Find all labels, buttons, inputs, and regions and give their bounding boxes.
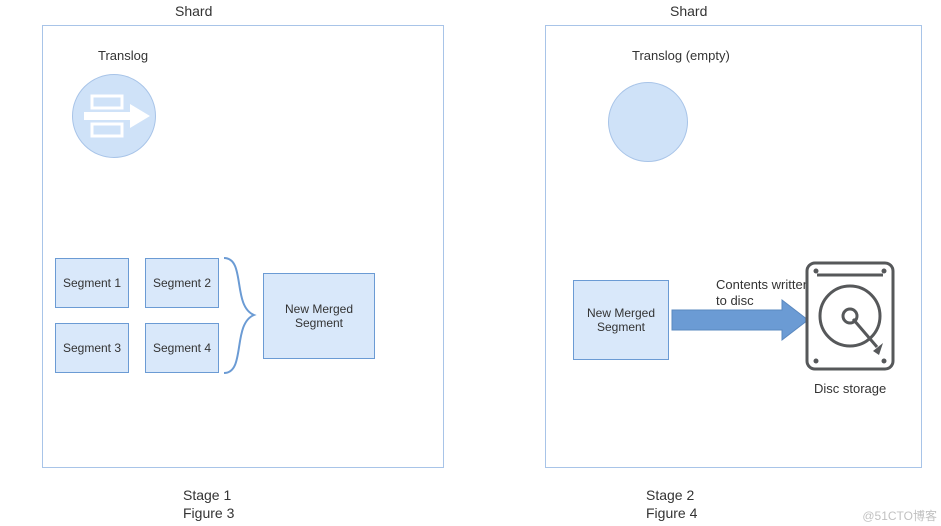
- stage1-caption: Stage 1 Figure 3: [183, 486, 234, 522]
- stage2-shard-box: [545, 25, 922, 468]
- stage2-caption-l2: Figure 4: [646, 505, 697, 521]
- stage2-translog-circle: [608, 82, 688, 162]
- segment-2: Segment 2: [145, 258, 219, 308]
- segment-2-label: Segment 2: [153, 276, 211, 290]
- stage2-caption: Stage 2 Figure 4: [646, 486, 697, 522]
- segment-1-label: Segment 1: [63, 276, 121, 290]
- segment-1: Segment 1: [55, 258, 129, 308]
- segment-4: Segment 4: [145, 323, 219, 373]
- stage1-translog-label: Translog: [98, 48, 148, 63]
- segment-4-label: Segment 4: [153, 341, 211, 355]
- stage1-shard-label: Shard: [175, 3, 212, 19]
- stage1-merged-segment: New Merged Segment: [263, 273, 375, 359]
- watermark: @51CTO博客: [862, 507, 937, 524]
- segment-3: Segment 3: [55, 323, 129, 373]
- stage2-merged-segment: New Merged Segment: [573, 280, 669, 360]
- arrow-label: Contents written to disc: [716, 277, 810, 308]
- stage1-merged-label: New Merged Segment: [285, 302, 353, 330]
- stage1-translog-circle: [72, 74, 156, 158]
- stage2-merged-label: New Merged Segment: [587, 306, 655, 334]
- stage2-shard-label: Shard: [670, 3, 707, 19]
- stage2-translog-label: Translog (empty): [632, 48, 730, 63]
- stage1-caption-l2: Figure 3: [183, 505, 234, 521]
- stage2-caption-l1: Stage 2: [646, 487, 694, 503]
- disc-label: Disc storage: [814, 381, 886, 396]
- stage1-caption-l1: Stage 1: [183, 487, 231, 503]
- segment-3-label: Segment 3: [63, 341, 121, 355]
